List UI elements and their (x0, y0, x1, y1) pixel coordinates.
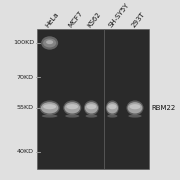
Ellipse shape (128, 102, 142, 114)
Ellipse shape (87, 104, 96, 109)
Ellipse shape (63, 100, 81, 115)
Ellipse shape (108, 104, 117, 109)
Ellipse shape (107, 102, 118, 114)
Ellipse shape (46, 40, 53, 44)
Ellipse shape (41, 36, 58, 50)
Ellipse shape (107, 114, 117, 118)
Ellipse shape (85, 102, 98, 114)
Text: HeLa: HeLa (45, 11, 60, 28)
Ellipse shape (64, 102, 80, 114)
Ellipse shape (43, 39, 56, 47)
Ellipse shape (106, 100, 119, 115)
Ellipse shape (84, 100, 99, 115)
Ellipse shape (86, 114, 97, 118)
Ellipse shape (65, 114, 79, 118)
Ellipse shape (129, 104, 141, 109)
Text: 70KD: 70KD (17, 75, 34, 80)
Ellipse shape (66, 104, 78, 109)
Text: SH-SY5Y: SH-SY5Y (108, 2, 130, 28)
Ellipse shape (41, 102, 58, 114)
Text: 55KD: 55KD (17, 105, 34, 110)
Text: 40KD: 40KD (17, 149, 34, 154)
Ellipse shape (128, 114, 142, 118)
Text: KS62: KS62 (87, 11, 102, 28)
Ellipse shape (127, 100, 143, 115)
FancyBboxPatch shape (37, 29, 149, 169)
Text: RBM22: RBM22 (151, 105, 176, 111)
Text: MCF7: MCF7 (68, 10, 84, 28)
Text: 293T: 293T (130, 11, 146, 28)
Ellipse shape (40, 100, 60, 115)
Ellipse shape (42, 114, 57, 118)
Text: 100KD: 100KD (13, 40, 34, 46)
Ellipse shape (43, 104, 56, 109)
